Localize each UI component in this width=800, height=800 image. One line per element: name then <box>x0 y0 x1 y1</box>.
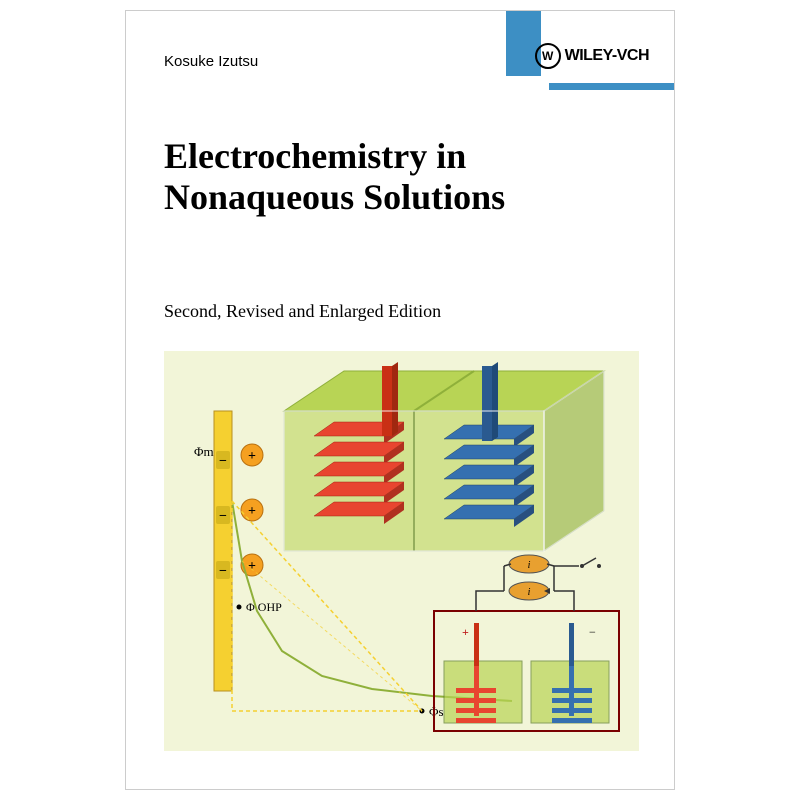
svg-text:+: + <box>248 504 256 519</box>
svg-text:−: − <box>219 564 227 579</box>
publisher-name: WILEY-VCH <box>565 47 649 65</box>
svg-text:Φs: Φs <box>429 704 444 719</box>
svg-text:i: i <box>528 587 531 598</box>
book-title: Electrochemistry in Nonaqueous Solutions <box>164 136 505 219</box>
svg-text:Φ OHP: Φ OHP <box>246 600 282 614</box>
svg-text:Φm: Φm <box>194 444 214 459</box>
svg-text:i: i <box>528 560 531 571</box>
edition-text: Second, Revised and Enlarged Edition <box>164 301 441 322</box>
svg-text:−: − <box>219 454 227 469</box>
svg-text:−: − <box>589 625 596 639</box>
svg-text:−: − <box>219 509 227 524</box>
svg-text:+: + <box>248 449 256 464</box>
cover-illustration: − − − + + + Φm Φ OHP Φs + − i i <box>164 351 639 751</box>
svg-text:+: + <box>462 625 469 639</box>
publisher-logo: W WILEY-VCH <box>535 43 649 69</box>
publisher-symbol: W <box>535 43 561 69</box>
title-line-1: Electrochemistry in <box>164 136 466 176</box>
title-line-2: Nonaqueous Solutions <box>164 177 505 217</box>
svg-text:+: + <box>248 559 256 574</box>
author-name: Kosuke Izutsu <box>164 53 258 70</box>
book-cover: Kosuke Izutsu W WILEY-VCH Electrochemist… <box>125 10 675 790</box>
accent-underline <box>549 83 674 90</box>
